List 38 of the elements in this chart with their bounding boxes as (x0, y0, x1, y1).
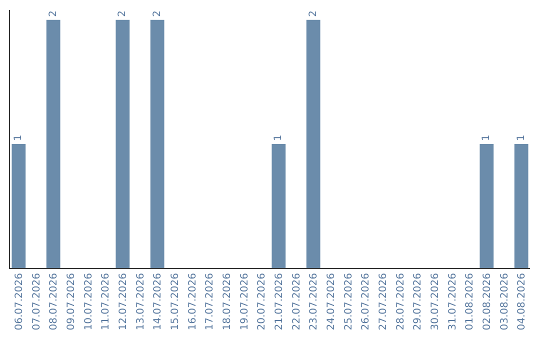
x-tick-label: 02.08.2026 (482, 273, 493, 330)
data-label: 1 (516, 134, 527, 141)
data-label: 1 (481, 134, 492, 141)
x-tick-label: 17.07.2026 (204, 273, 216, 330)
x-tick-label: 21.07.2026 (274, 273, 285, 330)
x-tick-label: 13.07.2026 (135, 273, 146, 330)
x-tick-label: 09.07.2026 (66, 273, 77, 330)
x-tick-label: 03.08.2026 (499, 273, 510, 330)
x-tick-label: 04.08.2026 (516, 273, 528, 330)
x-tick-label: 22.07.2026 (291, 273, 302, 330)
data-label: 1 (273, 134, 284, 141)
x-tick-label: 14.07.2026 (152, 273, 164, 330)
x-tick-label: 19.07.2026 (239, 273, 250, 330)
data-label: 2 (152, 10, 163, 17)
x-tick-label: 27.07.2026 (378, 273, 389, 330)
x-tick-label: 18.07.2026 (222, 273, 233, 330)
data-label: 1 (13, 134, 24, 141)
data-label: 2 (308, 10, 319, 17)
x-tick-label: 25.07.2026 (343, 273, 354, 330)
x-tick-label: 20.07.2026 (256, 273, 268, 330)
x-tick-label: 10.07.2026 (83, 273, 94, 330)
x-tick-label: 07.07.2026 (31, 273, 42, 330)
x-tick-label: 24.07.2026 (326, 273, 337, 330)
x-tick-label: 15.07.2026 (170, 273, 181, 330)
x-tick-label: 29.07.2026 (412, 273, 424, 330)
x-tick-label: 30.07.2026 (430, 273, 441, 330)
x-tick-label: 16.07.2026 (187, 273, 198, 330)
x-tick-label: 12.07.2026 (118, 273, 129, 330)
x-tick-label: 23.07.2026 (308, 273, 320, 330)
x-tick-label: 06.07.2026 (14, 273, 25, 330)
data-label: 2 (117, 10, 128, 17)
x-tick-label: 28.07.2026 (395, 273, 406, 330)
x-tick-label: 31.07.2026 (447, 273, 458, 330)
x-tick-label: 01.08.2026 (464, 273, 476, 330)
data-label: 2 (48, 10, 59, 17)
x-tick-label: 08.07.2026 (48, 273, 60, 330)
x-tick-label: 26.07.2026 (360, 273, 372, 330)
x-tick-label: 11.07.2026 (100, 273, 112, 330)
